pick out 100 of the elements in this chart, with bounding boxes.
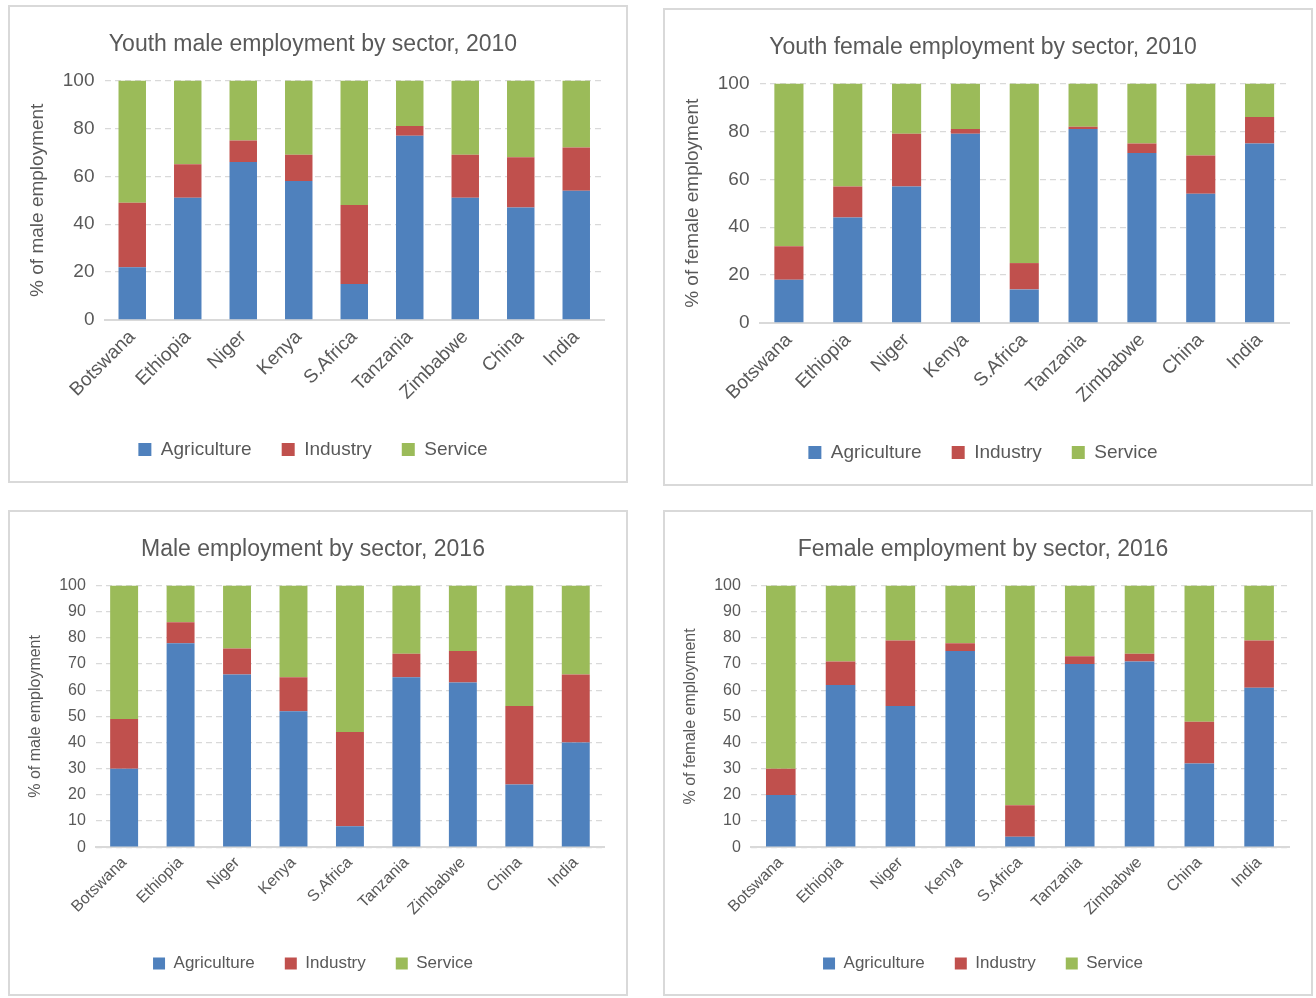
bar (507, 80, 535, 158)
bar (118, 80, 146, 203)
bar (285, 154, 313, 182)
bar (1186, 83, 1216, 156)
bar (1064, 664, 1095, 847)
bar (396, 135, 424, 320)
y-tick-label: 40 (73, 212, 95, 234)
bar (110, 585, 139, 720)
bar (825, 661, 856, 686)
bar (223, 648, 252, 675)
legend-label: Agriculture (843, 953, 925, 973)
legend-label: Service (1086, 953, 1143, 973)
y-tick-label: 80 (73, 116, 95, 138)
chart-title: Female employment by sector, 2016 (797, 535, 1169, 562)
legend-label: Service (1094, 440, 1158, 462)
bar (118, 267, 146, 320)
legend-label: Agriculture (830, 440, 922, 462)
y-tick-label: 40 (723, 732, 741, 750)
bar (1064, 585, 1095, 657)
bar (118, 202, 146, 268)
y-tick-label: 0 (731, 837, 741, 855)
y-tick-label: 100 (59, 576, 86, 594)
legend-label: Industry (305, 953, 367, 973)
bar (1068, 83, 1098, 127)
bar (1244, 687, 1274, 847)
bar (340, 80, 368, 206)
bar (833, 217, 863, 323)
bar (229, 140, 257, 162)
bar (765, 585, 796, 769)
bar (507, 157, 535, 208)
legend-label: Agriculture (160, 437, 252, 459)
bar (945, 585, 975, 644)
bar (1009, 289, 1039, 323)
bar (561, 742, 590, 847)
bar (892, 133, 922, 187)
y-tick-label: 70 (723, 654, 741, 672)
y-tick-label: 90 (723, 602, 741, 620)
y-axis-title: % of female employment (681, 627, 699, 805)
bar (945, 651, 975, 847)
bar (562, 80, 590, 148)
bar (774, 83, 804, 247)
y-tick-label: 40 (728, 215, 750, 237)
bar (451, 80, 479, 155)
legend-label: Industry (304, 437, 373, 459)
bar (1244, 640, 1274, 688)
bar (1124, 585, 1155, 654)
chart-title: Youth male employment by sector, 2010 (108, 30, 518, 57)
bar (950, 83, 980, 130)
bar (340, 284, 368, 320)
bar (396, 126, 424, 136)
bar (561, 674, 590, 743)
bar (774, 246, 804, 280)
bar (774, 279, 804, 323)
legend-label: Service (416, 953, 473, 973)
bar (174, 197, 202, 320)
bar (885, 640, 916, 706)
y-axis-title: % of male employment (26, 634, 44, 798)
bar (1127, 143, 1157, 153)
y-tick-label: 60 (68, 680, 86, 698)
y-tick-label: 20 (73, 260, 95, 282)
bar (765, 768, 796, 795)
y-tick-label: 100 (62, 68, 95, 90)
bar (1064, 656, 1095, 665)
bar (229, 80, 257, 141)
bar (166, 622, 195, 644)
y-tick-label: 20 (723, 785, 741, 803)
bar (279, 677, 308, 712)
bar (392, 585, 421, 654)
bar (892, 186, 922, 323)
y-tick-label: 80 (723, 628, 741, 646)
bar (110, 768, 139, 847)
bar (765, 794, 796, 847)
y-tick-label: 20 (68, 785, 86, 803)
bar (174, 80, 202, 165)
bar (1245, 117, 1275, 144)
bar (885, 585, 916, 641)
y-tick-label: 70 (68, 654, 86, 672)
bar (396, 80, 424, 127)
bar (335, 732, 364, 827)
y-tick-label: 80 (728, 119, 750, 141)
bar (1184, 763, 1215, 847)
bar (1186, 193, 1216, 323)
bar (451, 154, 479, 198)
bar (945, 643, 975, 652)
bar (166, 643, 195, 847)
y-tick-label: 10 (723, 811, 741, 829)
bar (561, 585, 590, 675)
y-tick-label: 60 (723, 680, 741, 698)
bar (392, 653, 421, 678)
bar (1005, 805, 1035, 837)
bar (825, 585, 856, 662)
bar (1245, 83, 1275, 118)
bar (285, 80, 313, 155)
bar (1127, 83, 1157, 144)
bar (1184, 721, 1215, 764)
bar (340, 205, 368, 285)
chart-title: Male employment by sector, 2016 (141, 535, 485, 562)
legend-label: Agriculture (173, 953, 255, 973)
bar (1005, 585, 1035, 806)
y-tick-label: 60 (73, 164, 95, 186)
